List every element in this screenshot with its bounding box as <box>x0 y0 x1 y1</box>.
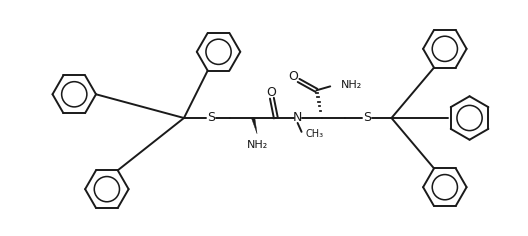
Text: S: S <box>363 111 371 125</box>
Polygon shape <box>251 118 257 134</box>
Text: O: O <box>266 86 276 99</box>
Text: NH₂: NH₂ <box>247 140 268 150</box>
Text: N: N <box>293 111 303 125</box>
Text: S: S <box>206 111 215 125</box>
Text: O: O <box>289 70 299 83</box>
Text: NH₂: NH₂ <box>341 80 362 90</box>
Text: CH₃: CH₃ <box>306 129 324 139</box>
